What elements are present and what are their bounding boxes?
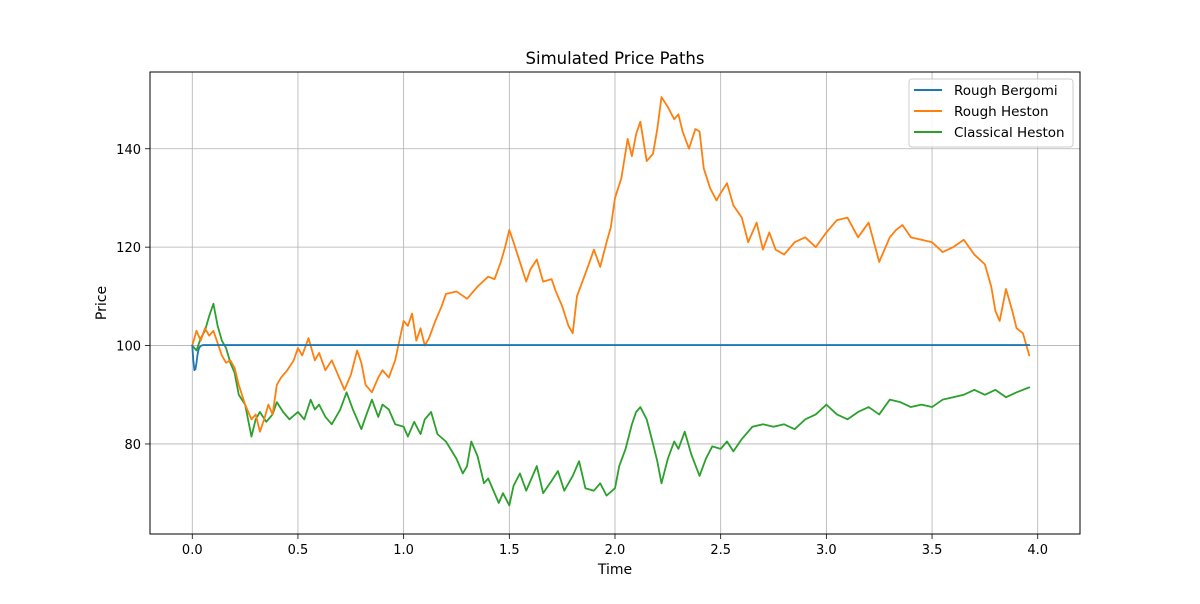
tick-layer: 0.0 0.5 1.0 1.5 2.0 2.5 3.0 3.5 4.0 80 100 120 140 [116, 143, 1048, 558]
legend-box [908, 78, 1074, 148]
x-tick-label: 3.0 [816, 543, 837, 558]
x-tick-label: 3.5 [922, 543, 943, 558]
x-tick-label: 1.0 [393, 543, 414, 558]
x-tick-label: 2.0 [605, 543, 626, 558]
series-line-rough-heston [191, 96, 1031, 433]
chart-title: Simulated Price Paths [526, 49, 705, 68]
x-tick-label: 0.5 [288, 543, 309, 558]
legend-label-rough-heston: Rough Heston [954, 104, 1049, 120]
y-axis-label: Price [94, 286, 110, 320]
y-tick-label: 100 [116, 340, 141, 355]
series-layer [191, 96, 1031, 507]
y-tick-label: 140 [116, 143, 141, 158]
x-axis-label: Time [597, 562, 632, 578]
series-line-classical-heston [191, 302, 1031, 507]
x-tick-label: 2.5 [710, 543, 731, 558]
series-line-rough-bergomi [191, 344, 1031, 372]
x-tick-label: 1.5 [499, 543, 520, 558]
y-tick-label: 120 [116, 241, 141, 256]
legend-label-rough-bergomi: Rough Bergomi [954, 83, 1058, 99]
x-tick-label: 0.0 [182, 543, 203, 558]
x-tick-label: 4.0 [1027, 543, 1048, 558]
y-tick-label: 80 [124, 438, 141, 453]
legend: Rough Bergomi Rough Heston Classical Hes… [908, 78, 1074, 148]
legend-label-classical-heston: Classical Heston [954, 125, 1065, 141]
